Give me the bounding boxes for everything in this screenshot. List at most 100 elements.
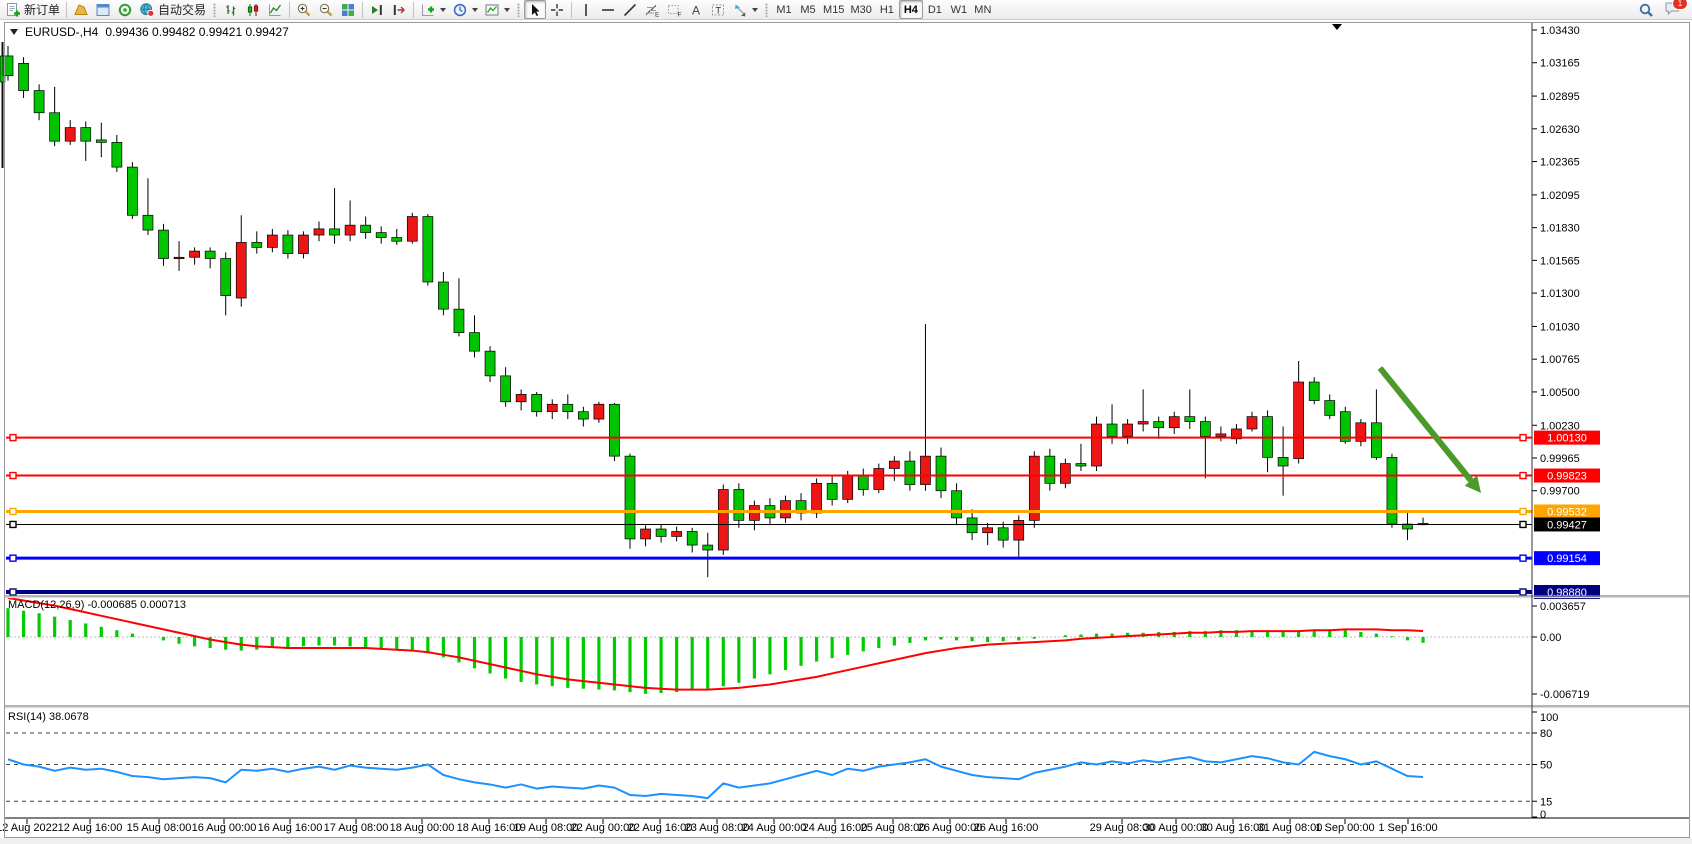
chart-collapse-icon[interactable] (10, 29, 18, 35)
zoom-out-icon (319, 3, 333, 16)
timeframe-m5-button[interactable]: M5 (796, 0, 820, 19)
new-order-button[interactable]: 新订单 (2, 0, 63, 19)
auto-scroll-icon (372, 4, 382, 15)
channel-button[interactable]: F (663, 0, 685, 19)
zoom-in-button[interactable] (293, 0, 315, 19)
svg-text:80: 80 (1540, 728, 1552, 740)
crosshair-button[interactable] (546, 0, 568, 19)
svg-text:-0.006719: -0.006719 (1540, 689, 1590, 701)
trend-arrow-annotation (1377, 366, 1481, 493)
cursor-icon (532, 3, 540, 16)
chart-shift-button[interactable] (388, 0, 410, 19)
text-label-button[interactable]: T (707, 0, 729, 19)
svg-text:16 Aug 00:00: 16 Aug 00:00 (192, 822, 257, 834)
toolbar-grip (517, 2, 521, 17)
time-axis: 12 Aug 2022 12 Aug 16:00 15 Aug 08:00 16 Au… (0, 819, 1438, 834)
auto-scroll-button[interactable] (366, 0, 388, 19)
chevron-down-icon (472, 7, 479, 12)
periods-button[interactable] (449, 0, 481, 19)
toolbar-separator (413, 1, 415, 18)
text-label-icon: T (712, 4, 725, 15)
timeframe-d1-button[interactable]: D1 (923, 0, 947, 19)
toolbar-grip (765, 2, 769, 17)
bar-chart-button[interactable] (220, 0, 242, 19)
templates-button[interactable] (481, 0, 513, 19)
svg-text:0.99427: 0.99427 (1547, 519, 1587, 531)
svg-text:1.02365: 1.02365 (1540, 157, 1580, 169)
navigator-button[interactable] (114, 0, 136, 19)
svg-text:15 Aug 08:00: 15 Aug 08:00 (127, 822, 192, 834)
search-button[interactable] (1635, 0, 1657, 19)
new-order-label: 新订单 (24, 3, 61, 17)
svg-text:T: T (716, 5, 722, 15)
svg-text:18 Aug 00:00: 18 Aug 00:00 (390, 822, 455, 834)
vertical-line-button[interactable] (575, 0, 597, 19)
market-watch-button[interactable] (92, 0, 114, 19)
svg-text:0.99965: 0.99965 (1540, 453, 1580, 465)
svg-text:18 Aug 16:00: 18 Aug 16:00 (457, 822, 522, 834)
chevron-down-icon (504, 7, 511, 12)
svg-text:1.00500: 1.00500 (1540, 387, 1580, 399)
svg-text:29 Aug 08:00: 29 Aug 08:00 (1090, 822, 1155, 834)
indicators-icon (422, 4, 435, 16)
toolbar-separator (289, 1, 291, 18)
svg-text:17 Aug 08:00: 17 Aug 08:00 (324, 822, 389, 834)
line-chart-button[interactable] (264, 0, 286, 19)
horizontal-line-button[interactable] (597, 0, 619, 19)
vertical-line-icon (585, 3, 587, 16)
cursor-button[interactable] (524, 0, 547, 19)
window-frame (4, 22, 1690, 838)
zoom-in-icon (297, 3, 311, 16)
svg-text:F: F (678, 11, 682, 18)
chart-title: EURUSD-,H4 0.99436 0.99482 0.99421 0.994… (10, 25, 289, 39)
macd-pane: 0.003657 0.00 -0.006719 (6, 597, 1590, 701)
svg-text:16 Aug 16:00: 16 Aug 16:00 (258, 822, 323, 834)
trendline-button[interactable] (619, 0, 641, 19)
timeframe-w1-button[interactable]: W1 (947, 0, 971, 19)
timeframe-h1-button[interactable]: H1 (875, 0, 899, 19)
text-button[interactable]: A (685, 0, 707, 19)
fibonacci-button[interactable]: E (641, 0, 663, 19)
shapes-button[interactable] (729, 0, 761, 19)
navigator-icon (118, 3, 132, 16)
svg-text:1.03165: 1.03165 (1540, 58, 1580, 70)
svg-text:50: 50 (1540, 760, 1552, 772)
svg-text:1 Sep 00:00: 1 Sep 00:00 (1315, 822, 1374, 834)
svg-text:1 Sep 16:00: 1 Sep 16:00 (1378, 822, 1437, 834)
chevron-down-icon (752, 7, 759, 12)
chart-window[interactable]: 1.00130 0.99823 0.99532 0.99427 0.99154 0.988… (0, 21, 1692, 844)
indicators-button[interactable] (417, 0, 449, 19)
timeframe-h4-button[interactable]: H4 (898, 0, 923, 19)
market-watch-icon (96, 3, 110, 16)
svg-text:1.01565: 1.01565 (1540, 255, 1580, 267)
zoom-out-button[interactable] (315, 0, 337, 19)
svg-text:1.01030: 1.01030 (1540, 321, 1580, 333)
svg-text:15: 15 (1540, 796, 1552, 808)
toolbar-separator (66, 1, 68, 18)
svg-text:19 Aug 08:00: 19 Aug 08:00 (514, 822, 579, 834)
auto-trading-icon (140, 2, 155, 17)
horizontal-line-icon (602, 8, 615, 11)
svg-text:1.01300: 1.01300 (1540, 288, 1580, 300)
svg-text:22 Aug 16:00: 22 Aug 16:00 (628, 822, 693, 834)
svg-text:0.99532: 0.99532 (1547, 506, 1587, 518)
svg-text:1.00230: 1.00230 (1540, 420, 1580, 432)
profiles-button[interactable] (70, 0, 92, 19)
timeframe-mn-button[interactable]: MN (971, 0, 995, 19)
chart-symbol-period: EURUSD-,H4 (25, 25, 99, 39)
toolbar-grip (213, 2, 217, 17)
svg-text:0.99700: 0.99700 (1540, 486, 1580, 498)
timeframe-m30-button[interactable]: M30 (847, 0, 874, 19)
timeframe-m15-button[interactable]: M15 (820, 0, 847, 19)
templates-icon (485, 4, 499, 15)
tile-windows-button[interactable] (337, 0, 359, 19)
svg-text:0.99823: 0.99823 (1547, 471, 1587, 483)
new-order-icon (7, 2, 20, 16)
auto-trading-button[interactable]: 自动交易 (136, 0, 209, 19)
svg-text:30 Aug 16:00: 30 Aug 16:00 (1201, 822, 1266, 834)
candlestick-chart-button[interactable] (242, 0, 264, 19)
horizontal-lines-layer: 1.001300.998230.995320.994270.991540.988… (6, 430, 1600, 600)
svg-text:100: 100 (1540, 712, 1558, 724)
timeframe-m1-button[interactable]: M1 (772, 0, 796, 19)
